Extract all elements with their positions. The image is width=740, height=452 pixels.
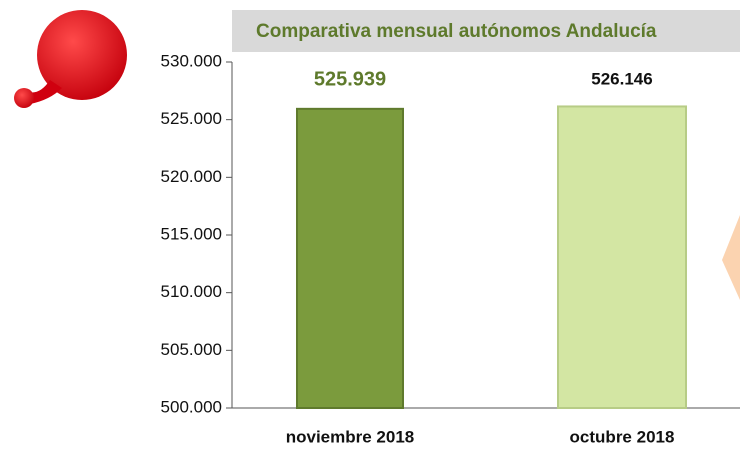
- x-tick-label: noviembre 2018: [286, 427, 415, 446]
- bar: [557, 105, 687, 409]
- chart-title: Comparativa mensual autónomos Andalucía: [256, 21, 657, 42]
- y-tick-label: 520.000: [161, 167, 222, 186]
- y-tick-label: 505.000: [161, 340, 222, 359]
- y-tick-label: 525.000: [161, 109, 222, 128]
- bar: [296, 107, 404, 410]
- y-tick-label: 530.000: [161, 51, 222, 70]
- y-tick-label: 510.000: [161, 282, 222, 301]
- decoration: [722, 215, 740, 300]
- value-label: 526.146: [591, 69, 652, 88]
- title-band: [232, 10, 740, 52]
- value-label: 525.939: [314, 68, 386, 90]
- x-tick-label: octubre 2018: [570, 427, 675, 446]
- logo: [14, 10, 127, 108]
- y-tick-label: 515.000: [161, 224, 222, 243]
- y-tick-label: 500.000: [161, 397, 222, 416]
